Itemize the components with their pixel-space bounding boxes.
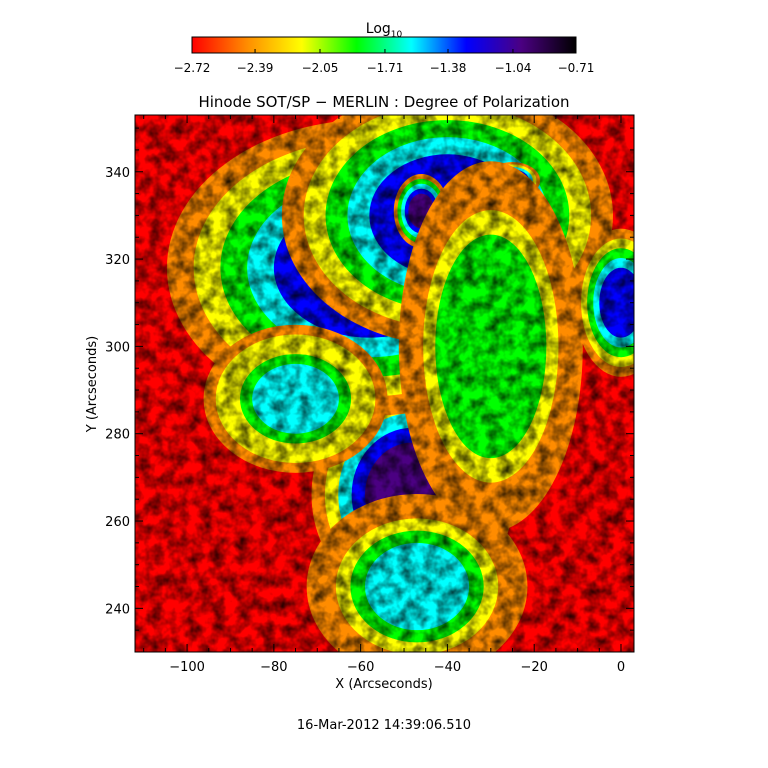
x-axis-label: X (Arcseconds) [335, 677, 432, 692]
y-tick-label: 240 [105, 602, 130, 617]
colorbar [191, 36, 577, 54]
y-tick-label: 300 [105, 340, 130, 355]
y-axis-label: Y (Arcseconds) [85, 336, 100, 433]
colorbar-ticks: −2.72 −2.39 −2.05 −1.71 −1.38 −1.04 −0.71 [174, 49, 595, 75]
colorbar-tick-label: −1.38 [430, 61, 467, 75]
x-tick-label: −80 [260, 660, 287, 675]
x-axis: −100 −80 −60 −40 −20 0 [143, 115, 625, 675]
colorbar-label: Log10 [366, 21, 403, 40]
y-tick-label: 320 [105, 253, 130, 268]
x-tick-label: −100 [169, 660, 205, 675]
plot-frame [134, 114, 635, 653]
x-tick-label: 0 [617, 660, 625, 675]
colorbar-tick-label: −2.05 [302, 61, 339, 75]
colorbar-tick-label: −2.72 [174, 61, 211, 75]
colorbar-tick-label: −2.39 [237, 61, 274, 75]
granulation-texture [135, 115, 634, 652]
heatmap [135, 115, 634, 652]
y-axis: 240 260 280 300 320 340 [105, 127, 634, 653]
x-tick-label: −60 [347, 660, 374, 675]
colorbar-tick-label: −0.71 [558, 61, 595, 75]
chart-title: Hinode SOT/SP − MERLIN : Degree of Polar… [198, 93, 569, 111]
x-tick-label: −20 [520, 660, 547, 675]
colorbar-tick-label: −1.04 [495, 61, 532, 75]
y-tick-label: 280 [105, 428, 130, 443]
y-tick-label: 340 [105, 166, 130, 181]
x-tick-label: −40 [434, 660, 461, 675]
y-tick-label: 260 [105, 515, 130, 530]
timestamp: 16-Mar-2012 14:39:06.510 [297, 718, 471, 733]
colorbar-tick-label: −1.71 [367, 61, 404, 75]
